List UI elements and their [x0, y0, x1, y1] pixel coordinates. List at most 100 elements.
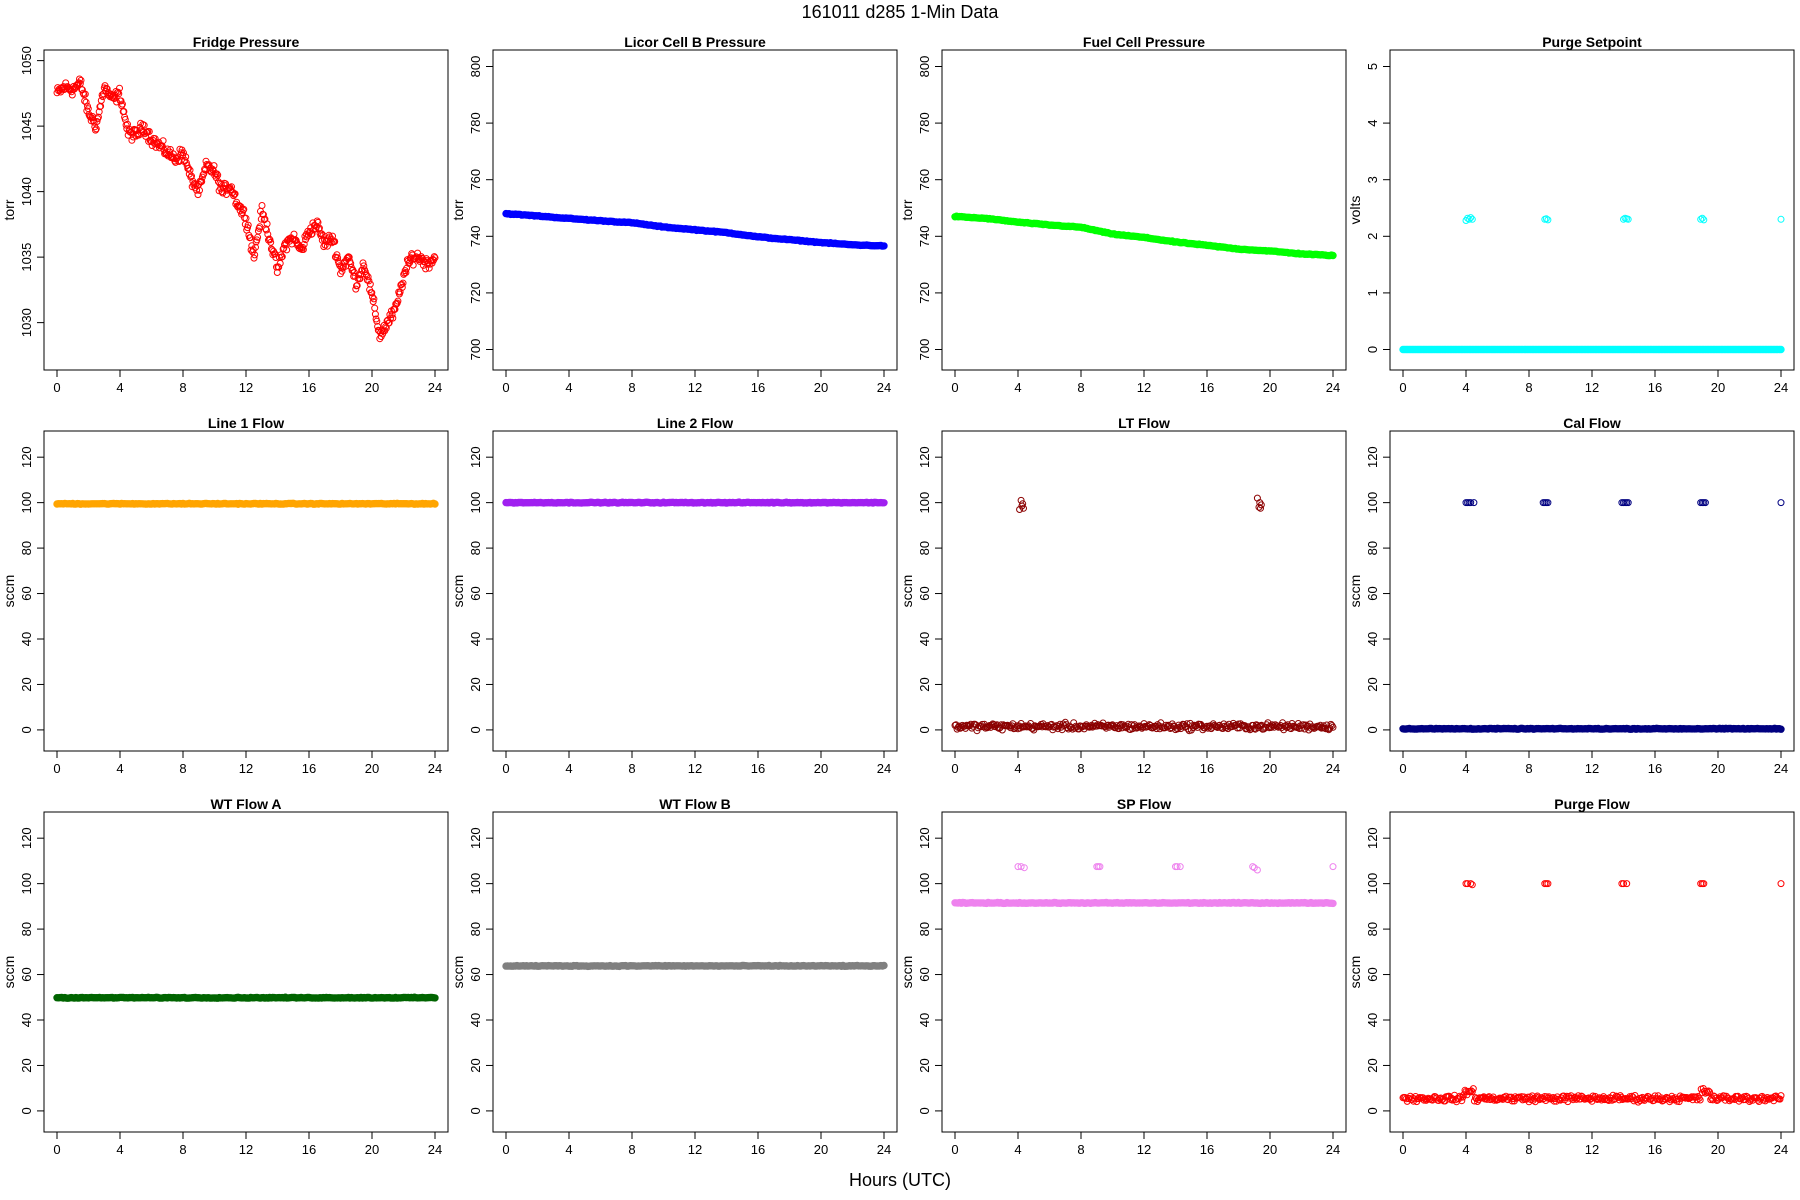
data-point	[75, 79, 83, 87]
data-point	[267, 238, 275, 246]
y-tick-label: 1050	[19, 46, 34, 75]
data-point	[369, 298, 377, 306]
data-point	[1697, 215, 1705, 223]
x-tick-label: 24	[1326, 380, 1340, 395]
y-tick-label: 80	[917, 922, 932, 936]
data-point	[1329, 863, 1337, 871]
data-point	[308, 230, 316, 238]
y-tick-label: 20	[468, 1058, 483, 1072]
x-tick-label: 8	[628, 761, 635, 776]
x-tick-label: 20	[365, 1142, 379, 1157]
y-tick-label: 40	[19, 1013, 34, 1027]
data-point	[387, 314, 395, 322]
chart-title: LT Flow	[1118, 415, 1170, 431]
data-point	[399, 279, 407, 287]
data-point	[283, 246, 291, 254]
x-tick-label: 4	[1462, 1142, 1469, 1157]
x-tick-label: 16	[1200, 761, 1214, 776]
plot-frame	[43, 811, 449, 1133]
y-tick-label: 1	[1365, 289, 1380, 296]
data-point	[1777, 725, 1785, 733]
y-tick-label: 20	[468, 677, 483, 691]
chart-title: Line 2 Flow	[657, 415, 733, 431]
data-point	[193, 186, 201, 194]
x-tick-label: 20	[814, 761, 828, 776]
plot-frame	[492, 430, 898, 752]
y-tick-label: 780	[917, 112, 932, 134]
data-point	[1700, 216, 1708, 224]
y-axis-label: sccm	[1, 956, 17, 989]
x-tick-label: 12	[1585, 1142, 1599, 1157]
data-point	[92, 125, 100, 133]
data-point	[359, 259, 367, 267]
y-tick-label: 100	[468, 873, 483, 895]
data-point	[356, 275, 364, 283]
x-tick-label: 0	[1399, 380, 1406, 395]
data-point	[402, 269, 410, 276]
data-point	[365, 277, 373, 285]
x-tick-label: 8	[1525, 380, 1532, 395]
data-point	[246, 234, 254, 242]
x-tick-label: 4	[116, 380, 123, 395]
data-point	[86, 112, 94, 120]
y-tick-label: 120	[1365, 827, 1380, 849]
data-point	[231, 190, 239, 198]
x-tick-label: 0	[53, 1142, 60, 1157]
y-tick-label: 0	[468, 1107, 483, 1114]
x-tick-label: 24	[1774, 380, 1788, 395]
x-tick-label: 0	[1399, 1142, 1406, 1157]
y-tick-label: 60	[917, 586, 932, 600]
y-tick-label: 80	[917, 541, 932, 555]
data-point	[431, 994, 439, 1002]
data-point	[128, 136, 136, 144]
y-tick-label: 60	[1365, 967, 1380, 981]
y-axis-label: sccm	[899, 956, 915, 989]
y-tick-label: 40	[1365, 632, 1380, 646]
x-tick-label: 20	[1711, 761, 1725, 776]
chart-title: WT Flow B	[659, 796, 731, 812]
data-point	[369, 293, 376, 301]
y-axis-label: sccm	[450, 575, 466, 608]
chart-panel: Line 1 Flow sccm 0 4 8 12 16 20 24 0 20 40 60 80 100 12…	[1, 415, 449, 776]
x-tick-label: 16	[751, 380, 765, 395]
data-point	[1698, 214, 1706, 222]
data-point	[68, 91, 76, 99]
chart-title: WT Flow A	[210, 796, 281, 812]
data-point	[1777, 345, 1785, 354]
data-point	[159, 137, 167, 145]
chart-title: Line 1 Flow	[208, 415, 284, 431]
x-tick-label: 0	[502, 380, 509, 395]
data-point	[92, 126, 99, 134]
data-point	[1777, 499, 1785, 507]
x-tick-label: 16	[302, 380, 316, 395]
data-point	[371, 304, 379, 312]
x-tick-label: 24	[877, 1142, 891, 1157]
x-tick-label: 12	[688, 761, 702, 776]
data-point	[398, 280, 406, 288]
data-point	[217, 180, 225, 188]
x-tick-label: 4	[565, 380, 572, 395]
data-point	[1544, 216, 1552, 224]
data-point	[258, 202, 266, 209]
x-tick-label: 12	[1585, 380, 1599, 395]
y-tick-label: 80	[1365, 541, 1380, 555]
y-tick-label: 0	[1365, 726, 1380, 733]
chart-panel: Purge Flow sccm 0 4 8 12 16 20 24 0 20 40 60 80 100 120	[1347, 796, 1795, 1157]
plot-frame	[492, 811, 898, 1133]
data-point	[347, 260, 355, 268]
y-tick-label: 0	[917, 1107, 932, 1114]
x-tick-label: 0	[53, 380, 60, 395]
y-tick-label: 20	[917, 677, 932, 691]
data-point	[122, 121, 130, 129]
y-tick-label: 800	[468, 56, 483, 78]
y-tick-label: 20	[19, 677, 34, 691]
y-tick-label: 40	[1365, 1013, 1380, 1027]
y-tick-label: 80	[1365, 922, 1380, 936]
data-point	[252, 243, 259, 251]
x-tick-label: 4	[116, 1142, 123, 1157]
x-tick-label: 0	[951, 761, 958, 776]
plot-frame	[1389, 49, 1795, 371]
data-point	[244, 221, 252, 229]
